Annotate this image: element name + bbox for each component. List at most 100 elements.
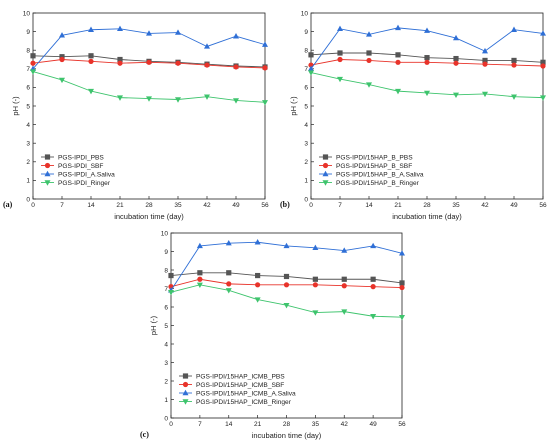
x-tick-label: 35 (452, 202, 460, 209)
series-2 (30, 56, 268, 71)
x-tick-label: 49 (232, 202, 240, 209)
data-point (341, 283, 347, 289)
x-tick-label: 7 (198, 421, 202, 428)
data-point (453, 55, 459, 62)
data-point (204, 94, 210, 100)
data-point (308, 52, 314, 58)
data-point (283, 273, 290, 280)
data-point (453, 92, 459, 99)
y-tick-label: 8 (164, 267, 168, 274)
legend-label: PGS-IPDI/15HAP_B_A.Saliva (336, 171, 424, 178)
y-tick-label: 0 (26, 196, 30, 203)
y-tick-label: 5 (304, 103, 308, 110)
data-point (540, 63, 546, 69)
data-point (197, 276, 203, 282)
data-point (511, 26, 517, 32)
data-point (175, 29, 181, 35)
x-tick-label: 0 (169, 421, 173, 428)
x-tick-label: 21 (394, 202, 402, 209)
data-point (175, 60, 181, 66)
data-point (337, 76, 343, 83)
data-point (366, 50, 372, 56)
data-point (424, 90, 430, 97)
data-point (370, 276, 376, 282)
data-point (366, 31, 372, 37)
data-point (262, 65, 268, 71)
legend-marker (44, 170, 51, 177)
x-tick-label: 28 (423, 202, 431, 209)
y-tick-label: 9 (304, 29, 308, 36)
legend-marker (182, 373, 189, 379)
legend: PGS-IPDI/15HAP_ICMB_PBS PGS-IPDI/15HAP_IC… (179, 373, 296, 406)
data-point (283, 242, 290, 249)
data-point (511, 57, 517, 64)
data-point (255, 282, 261, 288)
data-point (175, 97, 181, 103)
data-point (30, 69, 36, 75)
data-point (226, 270, 232, 276)
data-point (341, 276, 347, 282)
data-point (370, 314, 377, 320)
data-point (511, 94, 517, 100)
y-tick-label: 4 (164, 341, 168, 348)
data-point (395, 52, 401, 58)
data-point (59, 32, 65, 38)
data-point (146, 30, 152, 36)
data-point (168, 272, 174, 279)
data-point (117, 60, 123, 66)
y-tick-label: 8 (26, 48, 30, 55)
data-point (337, 56, 343, 63)
data-point (88, 88, 94, 95)
data-point (540, 95, 546, 101)
y-tick-label: 6 (304, 85, 308, 92)
x-axis-label: incubation time (day) (392, 212, 462, 221)
panel-label: (b) (280, 200, 290, 209)
x-axis-label: incubation time (day) (252, 431, 322, 440)
series-1 (168, 270, 405, 286)
x-tick-label: 21 (254, 421, 262, 428)
series-4 (168, 282, 405, 321)
data-point (482, 91, 488, 98)
data-point (395, 88, 401, 95)
data-point (225, 288, 232, 294)
x-tick-label: 21 (116, 202, 124, 209)
data-point (540, 59, 546, 65)
y-tick-label: 2 (26, 159, 30, 166)
x-axis-label: incubation time (day) (114, 212, 184, 221)
data-point (366, 57, 372, 64)
data-point (204, 62, 210, 68)
legend-label: PGS-IPDI/15HAP_ICMB_A.Saliva (196, 390, 296, 397)
x-tick-label: 7 (338, 202, 342, 209)
x-tick-label: 14 (87, 202, 95, 209)
data-point (88, 26, 94, 32)
panel-label: (c) (140, 430, 149, 439)
x-tick-label: 35 (174, 202, 182, 209)
x-tick-label: 42 (341, 421, 349, 428)
x-tick-label: 0 (31, 202, 35, 209)
data-point (117, 95, 123, 101)
data-point (59, 54, 65, 60)
y-tick-label: 0 (164, 415, 168, 422)
data-point (59, 56, 65, 63)
y-tick-label: 3 (304, 141, 308, 148)
legend-marker (322, 180, 329, 186)
y-tick-label: 3 (164, 360, 168, 367)
y-tick-label: 5 (164, 323, 168, 330)
data-point (366, 82, 372, 88)
y-tick-label: 1 (304, 178, 308, 185)
data-point (226, 281, 232, 287)
data-point (88, 58, 94, 64)
x-tick-label: 14 (225, 421, 233, 428)
x-tick-label: 35 (312, 421, 320, 428)
data-point (312, 276, 318, 282)
data-point (88, 53, 94, 59)
y-tick-label: 3 (26, 141, 30, 148)
data-point (341, 247, 348, 253)
data-point (341, 309, 348, 315)
data-point (424, 59, 430, 65)
y-tick-label: 7 (304, 66, 308, 73)
data-point (370, 242, 377, 249)
y-tick-label: 6 (26, 85, 30, 92)
x-tick-label: 49 (510, 202, 518, 209)
